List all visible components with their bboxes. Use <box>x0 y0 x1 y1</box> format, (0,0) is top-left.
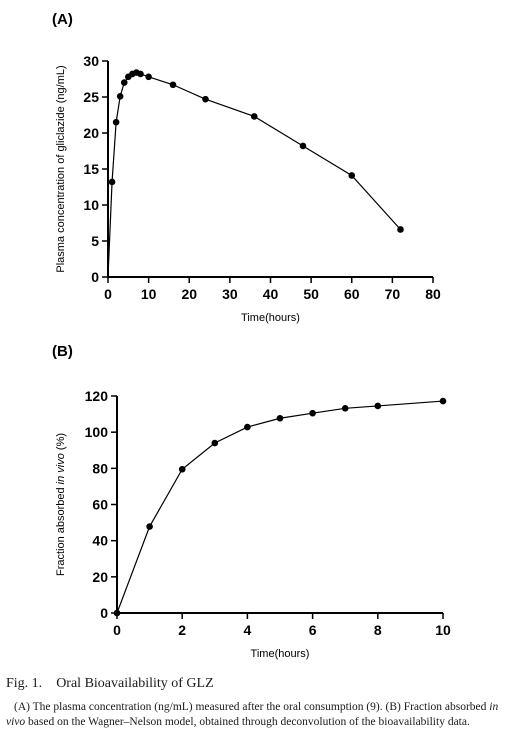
y-tick-label: 120 <box>85 388 109 404</box>
x-tick-label: 0 <box>104 286 112 302</box>
data-point <box>169 81 177 89</box>
y-tick-label: 0 <box>100 605 108 621</box>
y-tick-label: 15 <box>83 161 99 177</box>
x-tick-label: 80 <box>425 286 441 302</box>
data-point <box>250 113 258 120</box>
chart-panel-a: (A) Plasma concentration of gliclazide (… <box>52 11 441 324</box>
x-tick-label: 0 <box>113 622 121 638</box>
x-tick-label: 4 <box>244 622 252 638</box>
y-axis-title-a: Plasma concentration of gliclazide (ng/m… <box>55 65 67 272</box>
x-tick-label: 8 <box>374 622 382 638</box>
data-point <box>397 226 404 233</box>
series-line-b <box>116 400 444 614</box>
figure-caption-title: Fig. 1. Oral Bioavailability of GLZ <box>6 676 500 692</box>
y-tick-label: 5 <box>91 233 99 249</box>
figure-canvas: (A) Plasma concentration of gliclazide (… <box>52 11 451 660</box>
data-point <box>113 609 121 617</box>
data-point <box>108 178 116 186</box>
axis-lines-a <box>107 61 433 278</box>
data-point <box>145 73 152 81</box>
x-tick-label: 40 <box>263 286 279 302</box>
data-point <box>348 172 356 179</box>
y-tick-label: 0 <box>91 269 99 285</box>
figure-caption-body: (A) The plasma concentration (ng/mL) mea… <box>6 701 499 728</box>
x-tick-label: 30 <box>222 286 238 302</box>
x-tick-label: 70 <box>385 286 401 302</box>
series-line-a <box>107 71 401 278</box>
data-point <box>146 523 153 530</box>
y-tick-label: 20 <box>92 569 108 585</box>
x-tick-label: 20 <box>181 286 197 302</box>
panel-label-a: (A) <box>52 11 73 28</box>
data-point <box>202 95 209 103</box>
data-point <box>120 79 128 86</box>
x-tick-label: 10 <box>141 286 157 302</box>
data-point <box>374 402 382 410</box>
x-tick-label: 60 <box>344 286 360 302</box>
x-axis-title-b: Time(hours) <box>251 648 310 660</box>
y-axis-title-b: Fraction absorbed in vivo (%) <box>55 433 67 576</box>
axis-lines-b <box>116 396 443 614</box>
data-point <box>299 142 307 150</box>
data-point <box>439 397 447 405</box>
x-tick-label: 2 <box>178 622 186 638</box>
y-tick-label: 20 <box>83 125 99 141</box>
y-tick-label: 40 <box>92 533 108 549</box>
data-point <box>211 439 219 447</box>
data-point <box>116 92 124 100</box>
y-tick-label: 80 <box>92 460 108 476</box>
data-point <box>276 414 284 422</box>
data-point <box>341 404 349 412</box>
y-tick-label: 10 <box>83 197 99 213</box>
data-point <box>309 409 316 417</box>
x-axis-title-a: Time(hours) <box>241 312 300 324</box>
chart-panel-b: (B) Fraction absorbed in vivo (%) Time(h… <box>52 343 451 660</box>
y-tick-label: 100 <box>85 424 109 440</box>
data-point <box>178 465 186 473</box>
data-point <box>137 70 144 78</box>
x-tick-label: 50 <box>303 286 319 302</box>
figure-number: Fig. 1. <box>6 676 43 691</box>
x-tick-label: 6 <box>309 622 317 638</box>
y-tick-label: 60 <box>92 497 108 513</box>
y-tick-label: 25 <box>83 89 99 105</box>
panel-label-b: (B) <box>52 343 73 360</box>
x-tick-label: 10 <box>435 622 451 638</box>
data-point <box>112 118 120 126</box>
figure-title: Oral Bioavailability of GLZ <box>56 676 214 691</box>
y-tick-label: 30 <box>83 53 99 69</box>
data-point <box>244 423 251 431</box>
